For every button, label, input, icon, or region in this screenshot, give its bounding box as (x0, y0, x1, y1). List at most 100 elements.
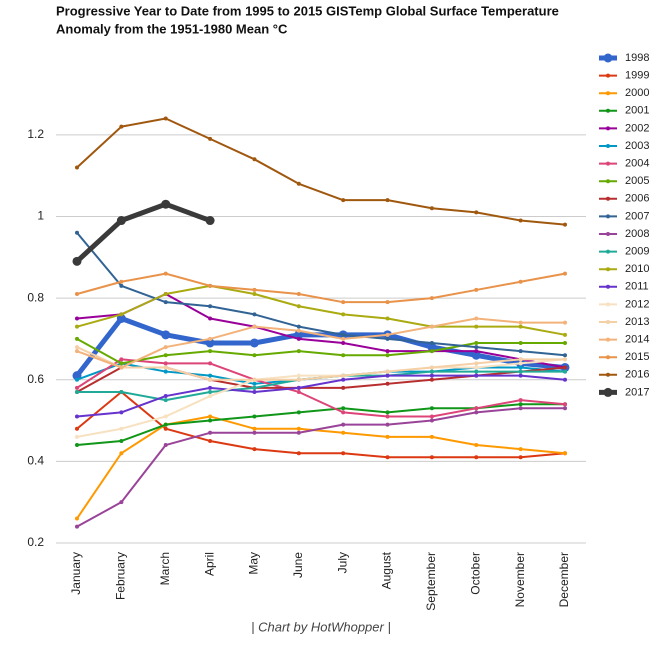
legend-swatch (606, 267, 610, 272)
point (75, 389, 79, 394)
point (296, 389, 301, 394)
legend-label: 2011 (625, 281, 649, 293)
point (205, 338, 215, 348)
point (563, 377, 567, 382)
point (119, 365, 124, 370)
legend-swatch (606, 108, 610, 113)
point (75, 426, 79, 431)
point (205, 216, 215, 226)
point (119, 451, 124, 456)
point (341, 312, 346, 317)
point (471, 350, 481, 360)
x-tick-label: May (247, 552, 261, 575)
point (563, 369, 567, 374)
point (163, 116, 168, 121)
point (119, 389, 124, 394)
point (563, 451, 567, 456)
x-tick-label: October (468, 552, 482, 595)
point (75, 324, 79, 329)
point (341, 406, 346, 411)
point (518, 455, 523, 460)
point (208, 136, 213, 141)
point (208, 361, 213, 366)
point (474, 361, 479, 366)
point (75, 443, 79, 448)
legend-swatch (606, 91, 610, 96)
y-tick-label: 1.2 (27, 127, 44, 141)
chart-title: Anomaly from the 1951-1980 Mean °C (56, 21, 288, 36)
point (563, 271, 567, 276)
legend-label: 2017 (625, 386, 649, 398)
legend-label: 2014 (625, 334, 649, 346)
point (296, 385, 301, 390)
legend-swatch (606, 372, 610, 377)
legend-swatch (606, 337, 610, 342)
legend-swatch (606, 144, 610, 148)
point (208, 316, 213, 321)
point (429, 406, 434, 411)
point (75, 349, 79, 354)
point (119, 410, 124, 415)
point (163, 271, 168, 276)
point (429, 373, 434, 378)
point (563, 365, 567, 370)
point (474, 455, 479, 460)
point (119, 500, 124, 505)
point (296, 181, 301, 186)
legend-swatch (606, 232, 610, 236)
legend-label: 2015 (625, 351, 649, 363)
point (563, 222, 567, 227)
legend-swatch (606, 179, 610, 184)
point (429, 455, 434, 460)
point (518, 402, 523, 407)
point (119, 357, 124, 362)
point (116, 314, 126, 323)
point (341, 353, 346, 358)
x-tick-label: November (513, 552, 527, 607)
point (296, 292, 301, 297)
point (385, 332, 390, 337)
series-line (76, 346, 565, 381)
point (119, 361, 124, 366)
point (75, 385, 79, 390)
point (563, 406, 567, 411)
point (429, 434, 434, 439)
point (296, 377, 301, 382)
point (518, 324, 523, 329)
point (252, 287, 257, 292)
point (75, 316, 79, 321)
point (296, 349, 301, 354)
point (75, 414, 79, 419)
x-tick-label: January (69, 552, 83, 595)
point (385, 349, 390, 354)
point (252, 430, 257, 435)
point (474, 369, 479, 374)
point (474, 349, 479, 354)
point (75, 165, 79, 170)
point (385, 373, 390, 378)
point (385, 369, 390, 374)
legend-label: 2013 (625, 316, 649, 328)
point (161, 199, 171, 209)
series-line (76, 338, 565, 365)
x-tick-label: February (114, 552, 128, 600)
point (474, 443, 479, 448)
legend-label: 1999 (625, 70, 649, 82)
point (385, 353, 390, 358)
point (518, 279, 523, 284)
series-line (76, 374, 566, 418)
point (75, 345, 79, 350)
point (163, 300, 168, 305)
point (296, 324, 301, 329)
point (75, 292, 79, 297)
point (252, 426, 257, 431)
point (252, 385, 257, 390)
point (474, 340, 479, 345)
legend-swatch (606, 302, 610, 307)
point (341, 332, 346, 337)
point (518, 349, 523, 354)
point (296, 373, 301, 378)
legend-label: 2000 (625, 87, 649, 99)
point (208, 304, 213, 309)
